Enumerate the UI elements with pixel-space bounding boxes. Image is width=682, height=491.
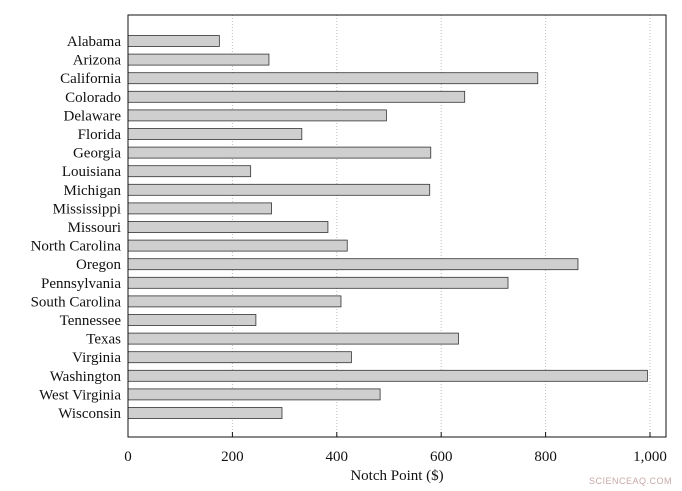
bar	[127, 90, 466, 103]
x-tick-label: 400	[326, 449, 349, 465]
x-axis-ticks: 0 200 400 600 800 1,000	[124, 432, 667, 465]
bar	[127, 146, 432, 159]
category-labels: Alabama Arizona California Colorado Delaware…	[31, 34, 122, 422]
bar	[127, 351, 352, 364]
category-label: North Carolina	[31, 239, 122, 255]
category-label: Wisconsin	[58, 406, 121, 422]
bar	[127, 128, 303, 140]
x-tick-label: 200	[221, 449, 244, 465]
bar	[127, 388, 381, 401]
bar	[127, 332, 459, 345]
bar	[127, 295, 342, 308]
bar	[127, 35, 220, 47]
bar	[127, 165, 252, 178]
category-label: Mississippi	[53, 201, 121, 217]
x-tick-label: 800	[534, 449, 557, 465]
category-label: Louisiana	[62, 164, 121, 180]
category-label: Oregon	[76, 257, 121, 273]
category-label: Alabama	[67, 34, 121, 50]
category-label: Michigan	[64, 183, 122, 199]
x-axis-title: Notch Point ($)	[350, 468, 443, 484]
bar	[127, 239, 348, 252]
category-label: Virginia	[72, 350, 121, 366]
category-label: South Carolina	[31, 294, 122, 310]
bar	[127, 407, 283, 419]
bar	[127, 72, 539, 85]
category-label: Georgia	[73, 146, 121, 162]
bars	[127, 35, 648, 419]
bar	[127, 369, 648, 382]
category-label: Missouri	[68, 220, 121, 236]
category-label: Delaware	[64, 108, 122, 124]
bar	[127, 109, 387, 122]
bar	[127, 258, 579, 271]
category-label: Texas	[86, 332, 121, 348]
x-tick-label: 600	[430, 449, 453, 465]
bar	[127, 53, 270, 66]
watermark: SCIENCEAQ.COM	[589, 476, 672, 486]
x-tick-label: 0	[124, 449, 132, 465]
bar	[127, 314, 257, 326]
category-label: West Virginia	[39, 387, 121, 403]
plot-frame	[127, 14, 667, 438]
category-label: Pennsylvania	[41, 276, 121, 292]
bar	[127, 276, 509, 289]
bar	[127, 202, 272, 215]
category-label: California	[60, 71, 121, 87]
category-label: Colorado	[65, 90, 121, 106]
category-label: Tennessee	[60, 313, 122, 329]
category-label: Arizona	[73, 53, 122, 69]
category-label: Florida	[78, 127, 122, 143]
category-label: Washington	[50, 369, 122, 385]
bar	[127, 183, 431, 196]
x-tick-label: 1,000	[633, 449, 667, 465]
bar	[127, 221, 329, 233]
